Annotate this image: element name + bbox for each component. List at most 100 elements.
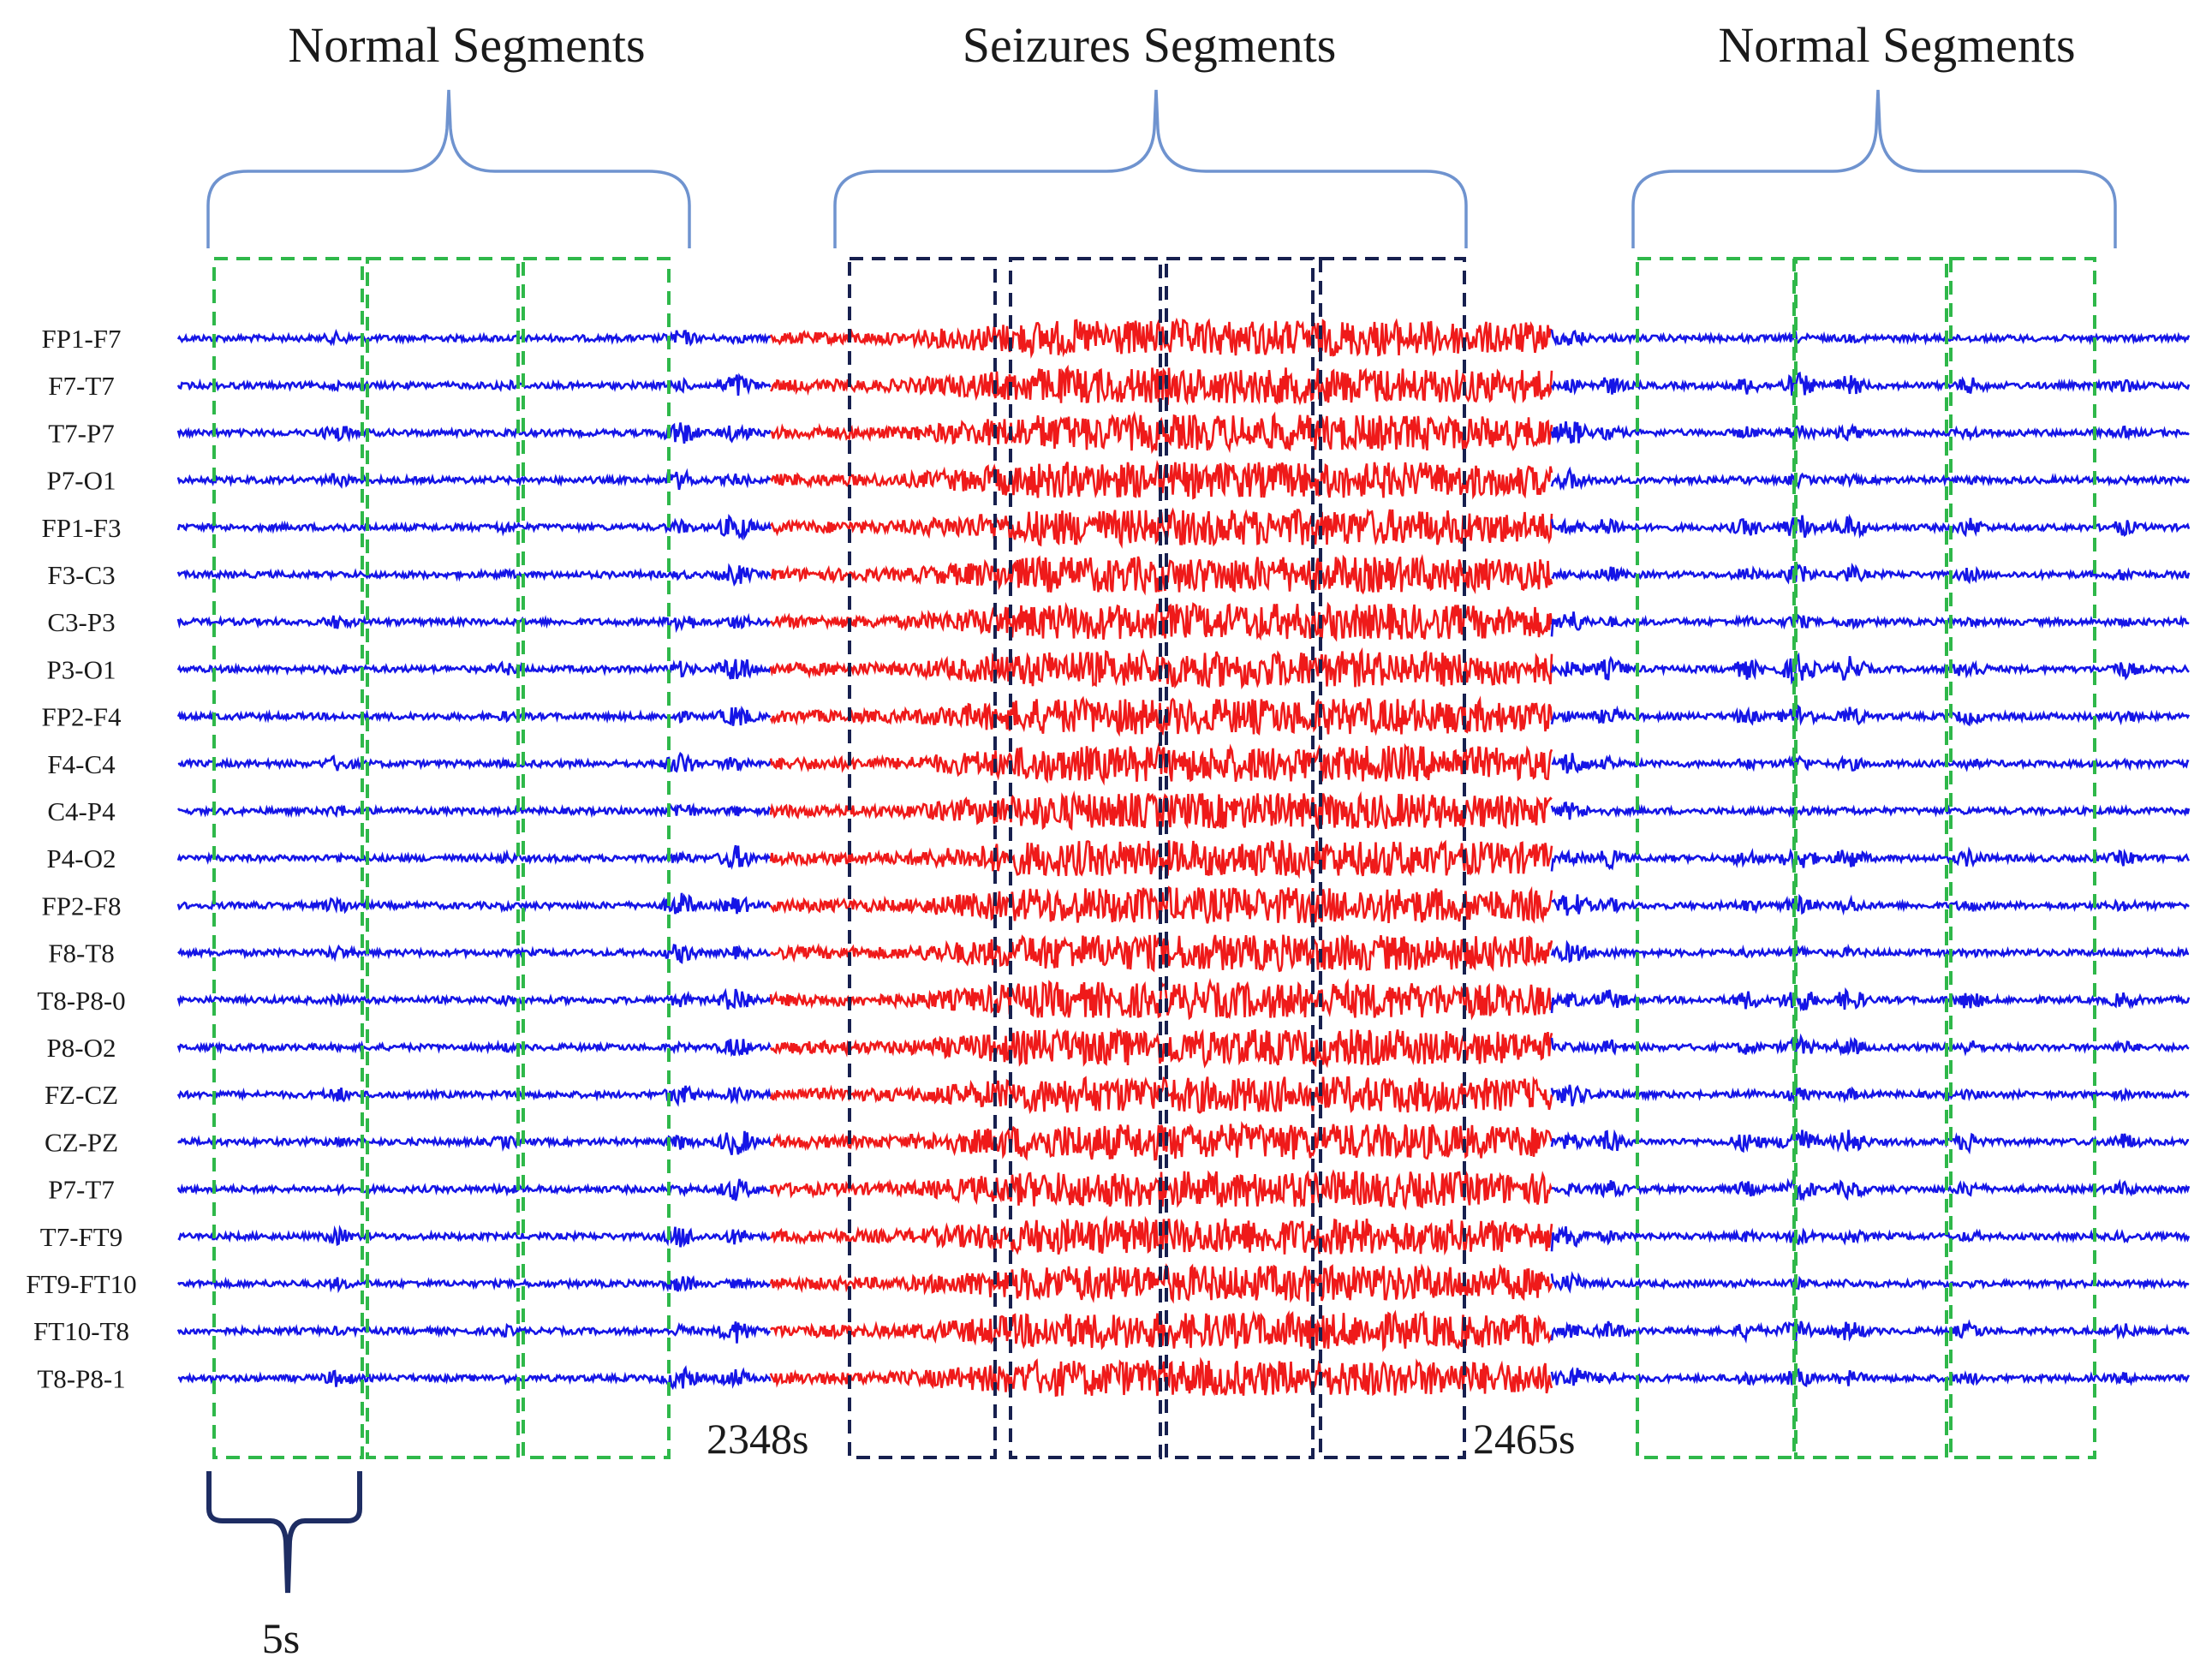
- normal-trace-after: [1550, 939, 2190, 963]
- seizure-trace: [769, 1121, 1553, 1161]
- seizure-trace: [770, 553, 1553, 596]
- normal-trace-before: [176, 1178, 771, 1201]
- normal-trace-before: [176, 329, 772, 347]
- normal-trace-after: [1550, 1129, 2190, 1155]
- channel-label: P3-O1: [47, 654, 116, 684]
- normal-trace-after: [1550, 421, 2190, 444]
- normal-segment-box: [1949, 257, 2096, 1459]
- channel-label: FT9-FT10: [26, 1269, 136, 1299]
- normal-trace-before: [177, 751, 772, 773]
- seizure-segment-box: [1009, 257, 1162, 1459]
- normal-segment-box: [212, 257, 364, 1459]
- seizure-trace: [769, 1356, 1553, 1398]
- seizure-trace: [770, 410, 1553, 455]
- channel-label: P7-T7: [48, 1175, 115, 1205]
- normal-trace-after: [1550, 466, 2191, 492]
- seizure-trace: [769, 742, 1553, 786]
- normal-trace-after: [1550, 1319, 2190, 1344]
- normal-trace-before: [177, 1225, 772, 1248]
- normal-trace-after: [1550, 329, 2191, 347]
- normal-trace-after: [1550, 1366, 2191, 1388]
- normal-trace-before: [176, 1321, 772, 1344]
- channel-label: FP1-F3: [41, 513, 121, 543]
- normal-trace-before: [176, 373, 772, 396]
- channel-label: F4-C4: [47, 749, 116, 779]
- normal-trace-before: [176, 468, 772, 491]
- normal-trace-after: [1550, 801, 2191, 820]
- normal-trace-before: [176, 659, 772, 680]
- normal-trace-after: [1551, 753, 2190, 774]
- channel-label: FP1-F7: [41, 324, 121, 354]
- normal-trace-before: [177, 944, 772, 964]
- normal-trace-before: [176, 1130, 772, 1155]
- channel-label: CZ-PZ: [45, 1127, 118, 1157]
- brace-seizure: [833, 89, 1468, 248]
- seizure-start-time-label: 2348s: [707, 1415, 808, 1463]
- channel-label: T7-P7: [48, 418, 115, 448]
- channel-label: F8-T8: [48, 939, 115, 969]
- channel-label: C4-P4: [47, 796, 116, 826]
- normal-trace-after: [1550, 1225, 2191, 1252]
- normal-trace-after: [1550, 1033, 2190, 1057]
- channel-label: T7-FT9: [40, 1222, 122, 1252]
- title-normal-segments-left: Normal Segments: [288, 17, 645, 73]
- normal-trace-after: [1550, 987, 2191, 1014]
- normal-trace-after: [1551, 562, 2191, 585]
- channel-label-column: FP1-F7 F7-T7 T7-P7 P7-O1 FP1-F3 F3-C3 C3-P3 P3-…: [26, 324, 136, 1393]
- normal-trace-after: [1550, 704, 2191, 727]
- channel-label: T8-P8-0: [37, 986, 125, 1016]
- channel-label: P7-O1: [47, 466, 116, 496]
- normal-trace-before: [176, 705, 772, 726]
- normal-segment-box: [1794, 257, 1948, 1459]
- normal-trace-after: [1550, 611, 2190, 637]
- normal-segment-box: [522, 257, 671, 1459]
- normal-trace-before: [176, 1039, 772, 1058]
- normal-trace-before: [176, 892, 772, 915]
- segment-length-brace: [206, 1471, 362, 1594]
- normal-trace-after: [1551, 1175, 2191, 1202]
- segment-length-label: 5s: [262, 1614, 300, 1662]
- seizure-segment-box: [1319, 257, 1466, 1459]
- brace-normal-left: [206, 89, 691, 248]
- normal-trace-before: [176, 422, 772, 444]
- seizure-segment-box: [848, 257, 997, 1459]
- title-seizures-segments: Seizures Segments: [963, 17, 1337, 73]
- channel-label: F7-T7: [48, 371, 115, 401]
- brace-normal-right: [1631, 89, 2117, 248]
- channel-label: P4-O2: [47, 843, 116, 873]
- normal-trace-before: [176, 563, 772, 587]
- normal-trace-after: [1550, 846, 2191, 872]
- normal-trace-after: [1550, 1084, 2190, 1107]
- normal-trace-before: [176, 987, 772, 1010]
- normal-segment-box: [366, 257, 520, 1459]
- normal-trace-after: [1550, 1271, 2190, 1294]
- seizure-trace: [769, 1263, 1553, 1304]
- channel-label: P8-O2: [47, 1033, 116, 1063]
- seizure-trace: [769, 695, 1553, 737]
- normal-trace-after: [1550, 652, 2190, 685]
- seizure-trace: [769, 317, 1553, 360]
- normal-trace-after: [1550, 371, 2191, 396]
- normal-trace-before: [176, 1085, 772, 1107]
- title-normal-segments-right: Normal Segments: [1718, 17, 2075, 73]
- normal-trace-before: [176, 612, 772, 634]
- normal-trace-before: [176, 1274, 771, 1294]
- seizure-end-time-label: 2465s: [1473, 1415, 1575, 1463]
- normal-trace-before: [176, 844, 772, 870]
- segment-window-boxes: [212, 257, 2096, 1459]
- channel-label: F3-C3: [47, 560, 115, 590]
- channel-label: FP2-F4: [41, 702, 122, 732]
- channel-label: FP2-F8: [41, 891, 121, 921]
- normal-trace-before: [176, 513, 772, 541]
- normal-trace-before: [176, 802, 772, 819]
- normal-trace-after: [1551, 893, 2190, 916]
- channel-label: T8-P8-1: [37, 1363, 125, 1393]
- seizure-trace: [769, 1167, 1553, 1211]
- seizure-trace: [769, 364, 1553, 406]
- channel-label: FT10-T8: [33, 1316, 129, 1346]
- channel-label: FZ-CZ: [45, 1080, 118, 1110]
- normal-trace-after: [1550, 513, 2191, 539]
- channel-label: C3-P3: [47, 607, 115, 637]
- seizure-segment-box: [1165, 257, 1315, 1459]
